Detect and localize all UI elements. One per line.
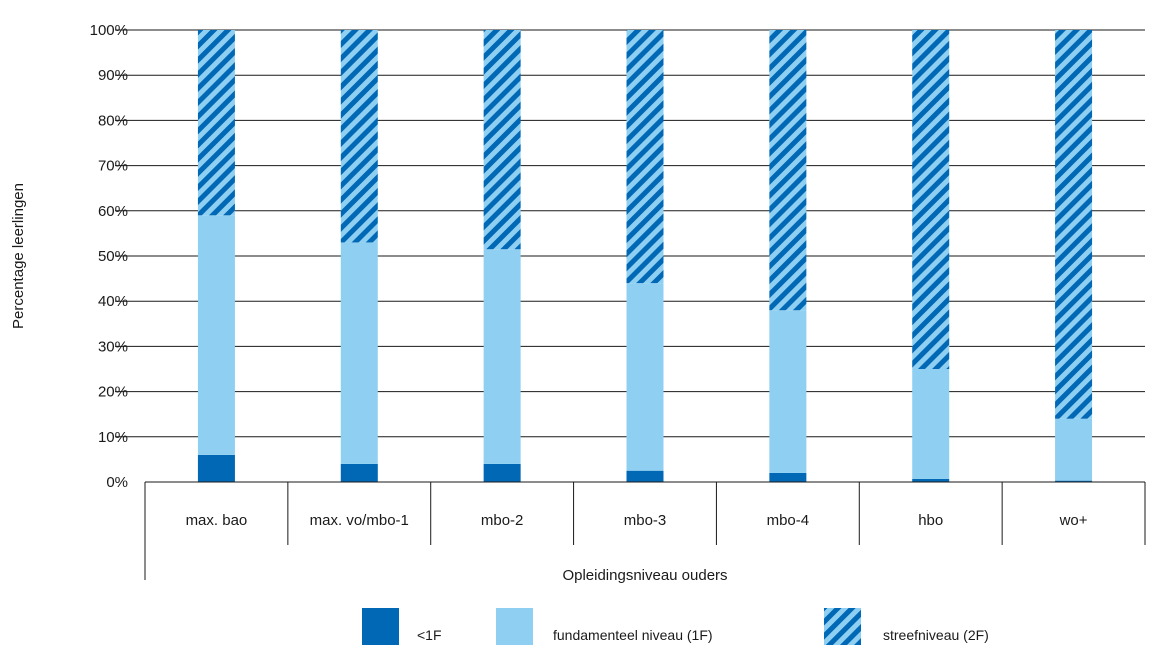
- bar-segment: [626, 470, 664, 482]
- y-tick-label: 20%: [98, 384, 128, 401]
- bar-segment: [483, 30, 521, 250]
- bar-segment: [483, 249, 521, 464]
- x-category-label: mbo-2: [481, 512, 524, 529]
- bar-segment: [769, 30, 807, 311]
- y-axis-title: Percentage leerlingen: [10, 183, 27, 329]
- bar-segment: [340, 463, 378, 482]
- bar-segment: [769, 310, 807, 473]
- bar-segment: [340, 242, 378, 464]
- bar-segment: [626, 30, 664, 284]
- y-tick-label: 60%: [98, 203, 128, 220]
- bar-segment: [197, 215, 235, 455]
- x-axis-title: Opleidingsniveau ouders: [562, 567, 727, 584]
- bar-segment: [912, 478, 950, 482]
- y-tick-label: 0%: [106, 474, 128, 491]
- y-tick-label: 70%: [98, 158, 128, 175]
- legend-swatch: [362, 608, 399, 645]
- bar-segment: [1055, 480, 1093, 482]
- legend-label: streefniveau (2F): [883, 627, 989, 643]
- x-category-label: wo+: [1059, 512, 1088, 529]
- bar-segment: [340, 30, 378, 243]
- y-tick-label: 40%: [98, 293, 128, 310]
- y-tick-label: 50%: [98, 248, 128, 265]
- x-category-label: mbo-3: [624, 512, 667, 529]
- bar-segment: [912, 369, 950, 479]
- bar-segment: [1055, 418, 1093, 481]
- bar-segment: [483, 463, 521, 482]
- bar-segment: [197, 454, 235, 482]
- y-tick-label: 90%: [98, 67, 128, 84]
- bar-segment: [912, 30, 950, 369]
- x-category-label: hbo: [918, 512, 943, 529]
- bar-segment: [769, 472, 807, 482]
- x-category-label: max. vo/mbo-1: [310, 512, 409, 529]
- legend-swatch: [824, 608, 861, 645]
- x-category-label: mbo-4: [767, 512, 810, 529]
- legend-label: fundamenteel niveau (1F): [553, 627, 713, 643]
- legend-label: <1F: [417, 627, 442, 643]
- y-tick-label: 100%: [90, 22, 128, 39]
- y-tick-label: 10%: [98, 429, 128, 446]
- y-tick-label: 80%: [98, 112, 128, 129]
- bar-segment: [626, 283, 664, 471]
- y-tick-label: 30%: [98, 338, 128, 355]
- x-category-label: max. bao: [186, 512, 248, 529]
- bar-segment: [197, 30, 235, 216]
- bar-segment: [1055, 30, 1093, 419]
- legend-swatch: [496, 608, 533, 645]
